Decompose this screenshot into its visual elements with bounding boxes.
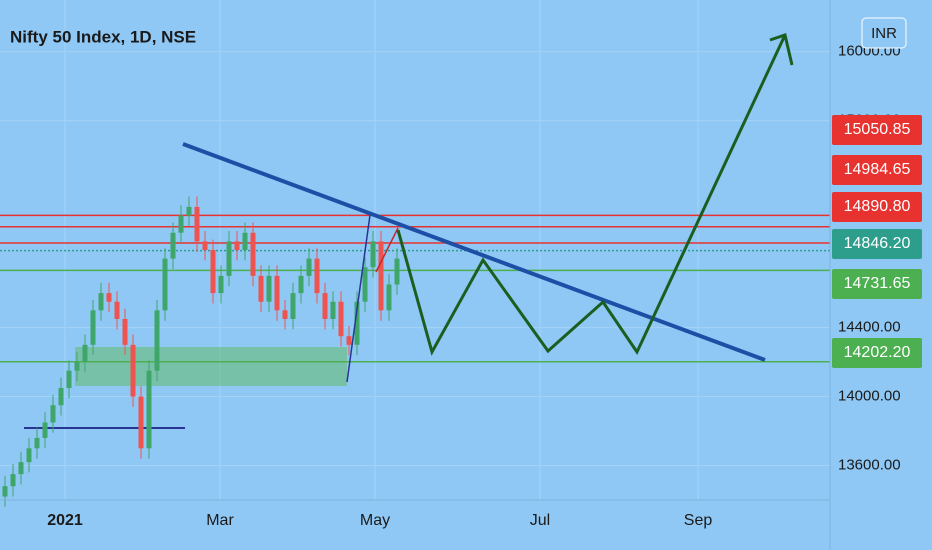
support-zone	[75, 347, 347, 386]
rise-line	[346, 214, 371, 383]
candle-body	[106, 293, 112, 302]
candle-body	[226, 241, 232, 276]
candle-body	[386, 284, 392, 311]
price-tag	[832, 115, 922, 145]
chart-title: Nifty 50 Index, 1D, NSE	[10, 27, 196, 46]
y-tick-label: 13600.00	[838, 456, 901, 473]
projected-path	[396, 34, 787, 356]
price-tag	[832, 229, 922, 259]
price-tag	[832, 338, 922, 368]
candle-body	[194, 206, 200, 242]
x-tick-label: May	[360, 512, 390, 529]
candle-body	[298, 275, 304, 294]
candle-body	[274, 275, 280, 311]
candle-body	[18, 462, 24, 475]
candle-body	[330, 301, 336, 319]
candle-body	[146, 370, 152, 449]
candle-body	[154, 310, 160, 371]
price-tag	[832, 155, 922, 185]
currency-button[interactable]	[861, 17, 907, 49]
candle-body	[162, 258, 168, 311]
drawings	[24, 347, 347, 429]
price-tag	[832, 192, 922, 222]
candle-body	[66, 370, 72, 388]
candle-body	[50, 405, 56, 423]
candle-body	[178, 215, 184, 233]
x-tick-label: 2021	[47, 512, 83, 529]
candle-body	[74, 362, 80, 371]
candle-body	[114, 301, 120, 319]
price-tag-label: 14890.80	[844, 198, 911, 215]
candle-body	[130, 344, 136, 397]
candle-body	[346, 336, 352, 345]
candle-body	[258, 275, 264, 302]
trend-line	[182, 142, 766, 362]
rise-line	[375, 227, 399, 273]
candle-body	[250, 232, 256, 276]
price-tags: 15050.85 14984.65 14890.80 14846.20 14731.65…	[832, 115, 922, 368]
candle-body	[2, 486, 8, 497]
candle-body	[186, 206, 192, 216]
candle-body	[202, 241, 208, 250]
price-lines	[0, 214, 830, 363]
candle-body	[378, 241, 384, 311]
candle-body	[210, 250, 216, 294]
candle-body	[26, 448, 32, 463]
candle-body	[282, 310, 288, 319]
candle-body	[170, 232, 176, 259]
candle-body	[82, 344, 88, 363]
candle-body	[218, 275, 224, 294]
candle-body	[138, 396, 144, 449]
x-tick-label: Jul	[530, 512, 550, 529]
candle-body	[122, 318, 128, 345]
y-tick-label: 14000.00	[838, 388, 901, 405]
candle-body	[354, 301, 360, 345]
candle-body	[362, 267, 368, 302]
projection	[182, 33, 794, 383]
candle-body	[338, 301, 344, 337]
candles	[2, 196, 400, 507]
x-tick-label: Mar	[206, 512, 234, 529]
candle-body	[234, 241, 240, 250]
price-tag-label: 14731.65	[844, 275, 911, 292]
candle-body	[42, 422, 48, 438]
candle-body	[58, 387, 64, 406]
candle-body	[314, 258, 320, 294]
candle-body	[34, 437, 40, 449]
candle-body	[370, 241, 376, 268]
candle-body	[266, 275, 272, 302]
arrow-head	[769, 33, 794, 66]
candle-body	[242, 232, 248, 250]
candle-body	[90, 310, 96, 345]
candle-body	[98, 293, 104, 311]
price-tag-label: 15050.85	[844, 121, 911, 138]
price-tag-label: 14984.65	[844, 161, 911, 178]
currency-label[interactable]: INR	[871, 25, 897, 42]
x-tick-label: Sep	[684, 512, 713, 529]
candle-body	[394, 258, 400, 285]
y-tick-label: 14400.00	[838, 319, 901, 336]
price-tag	[832, 269, 922, 299]
candle-body	[306, 258, 312, 276]
price-tag-label: 14846.20	[844, 235, 911, 252]
price-tag-label: 14202.20	[844, 344, 911, 361]
candle-body	[322, 293, 328, 319]
candle-body	[290, 293, 296, 319]
candle-body	[10, 474, 16, 487]
